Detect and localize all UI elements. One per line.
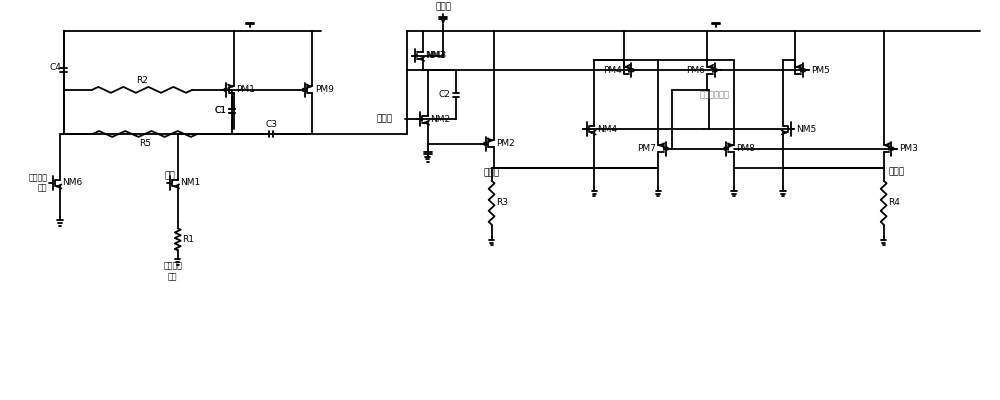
Text: 本振负: 本振负 bbox=[435, 2, 451, 12]
Text: PM9: PM9 bbox=[315, 85, 334, 94]
Text: R4: R4 bbox=[889, 198, 900, 207]
Text: PM4: PM4 bbox=[603, 66, 621, 75]
Text: 第二偏置
电压: 第二偏置 电压 bbox=[28, 173, 47, 193]
Text: PM3: PM3 bbox=[899, 144, 918, 153]
Text: NM3: NM3 bbox=[426, 51, 446, 60]
Text: C1: C1 bbox=[214, 106, 226, 116]
Text: R3: R3 bbox=[496, 198, 508, 207]
Text: 第三偏置电压: 第三偏置电压 bbox=[700, 90, 730, 99]
Text: NM5: NM5 bbox=[797, 124, 817, 134]
Text: 第一偏置
电压: 第一偏置 电压 bbox=[163, 262, 182, 281]
Text: PM8: PM8 bbox=[736, 144, 755, 153]
Text: NM6: NM6 bbox=[63, 178, 83, 188]
Text: NM4: NM4 bbox=[597, 124, 617, 134]
Text: NM3: NM3 bbox=[425, 51, 445, 60]
Text: R2: R2 bbox=[136, 76, 148, 86]
Text: 输入: 输入 bbox=[165, 172, 176, 181]
Text: 输出正: 输出正 bbox=[484, 169, 500, 178]
Text: NM1: NM1 bbox=[180, 178, 200, 188]
Text: PM1: PM1 bbox=[236, 85, 255, 94]
Text: C1: C1 bbox=[214, 106, 226, 116]
Text: PM6: PM6 bbox=[686, 66, 705, 75]
Text: R1: R1 bbox=[183, 235, 195, 244]
Text: C3: C3 bbox=[265, 120, 277, 129]
Text: PM2: PM2 bbox=[496, 139, 515, 148]
Text: PM5: PM5 bbox=[811, 66, 830, 75]
Text: C2: C2 bbox=[439, 90, 451, 99]
Text: NM2: NM2 bbox=[431, 115, 451, 124]
Text: 本振正: 本振正 bbox=[376, 115, 392, 124]
Text: C4: C4 bbox=[50, 63, 62, 72]
Text: R5: R5 bbox=[139, 139, 151, 148]
Text: PM7: PM7 bbox=[637, 144, 656, 153]
Text: 输出负: 输出负 bbox=[889, 168, 905, 177]
